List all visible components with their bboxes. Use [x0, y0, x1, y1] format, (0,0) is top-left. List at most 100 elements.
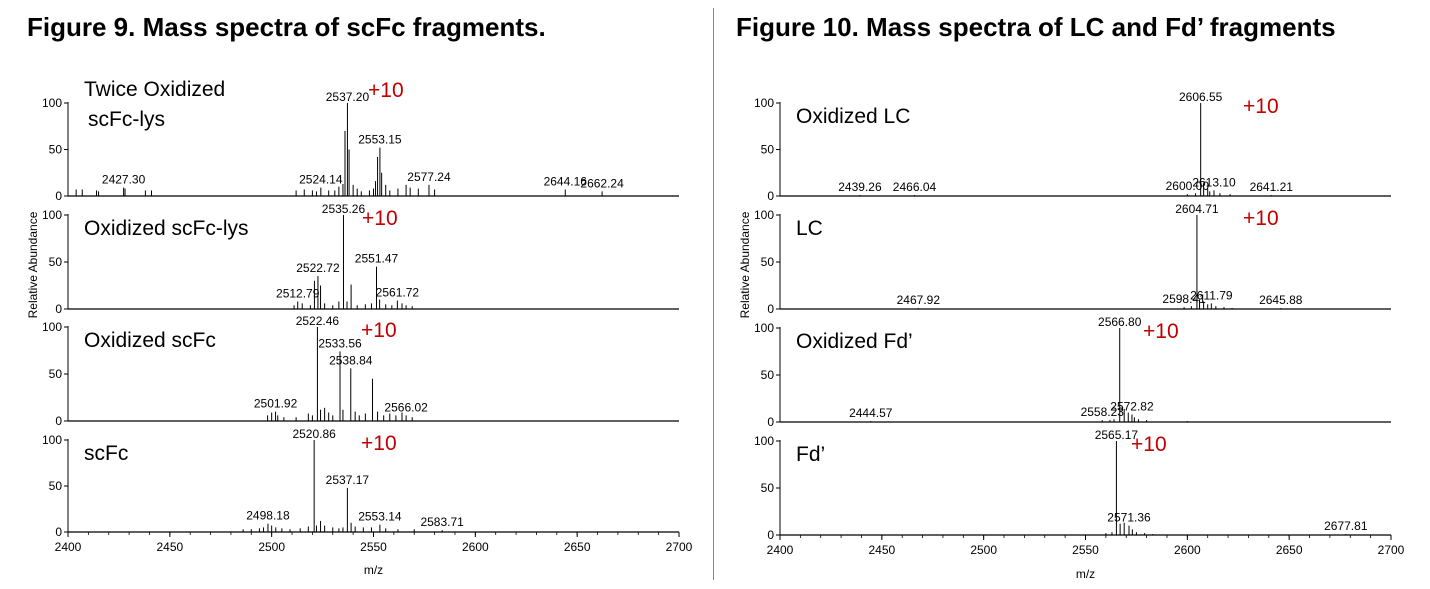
charge-label: +10	[362, 207, 398, 230]
peak-label: 2553.14	[358, 510, 402, 524]
y-axis-label: Relative Abundance	[26, 211, 40, 318]
peak-label: 2611.79	[1190, 288, 1233, 302]
peak-label: 2512.79	[276, 286, 320, 300]
charge-label: +10	[1243, 95, 1279, 118]
x-axis-label: m/z	[364, 563, 383, 577]
y-tick-label: 50	[49, 367, 63, 381]
spectrum-panel: 0 50 100 2512.79 2522.72 2535.26 2551.47 2561.7…	[42, 202, 679, 316]
panel-name: Fd’	[796, 443, 825, 466]
peak-label: 2577.24	[407, 170, 451, 184]
peak-label: 2537.20	[326, 90, 370, 104]
peak-label: 2566.02	[384, 400, 428, 414]
figure-divider	[713, 8, 714, 580]
y-tick-label: 100	[42, 208, 62, 222]
peak-label: 2606.55	[1179, 90, 1223, 104]
peak-label: 2598.41	[1162, 292, 1206, 306]
spectrum-panel: 0 50 100 2439.26 2466.04 2600.00 2606.55 2613.1…	[754, 90, 1391, 203]
y-tick-label: 100	[754, 434, 774, 448]
x-tick-label: 2650	[1276, 543, 1303, 557]
x-tick-label: 2550	[360, 540, 387, 554]
y-tick-label: 0	[55, 414, 62, 428]
peak-label: 2677.81	[1324, 519, 1368, 533]
peak-label: 2644.16	[544, 174, 588, 188]
charge-label: +10	[1143, 320, 1179, 343]
y-tick-label: 0	[767, 528, 774, 542]
y-tick-label: 50	[49, 255, 63, 269]
peak-label: 2566.80	[1098, 315, 1142, 329]
x-tick-label: 2700	[666, 540, 693, 554]
x-axis-label: m/z	[1076, 567, 1095, 581]
charge-label: +10	[368, 79, 404, 102]
panel-name: scFc	[84, 442, 128, 465]
y-tick-label: 0	[55, 302, 62, 316]
peak-label: 2537.17	[326, 473, 370, 487]
charge-label: +10	[361, 319, 397, 342]
peak-label: 2533.56	[318, 336, 362, 350]
y-tick-label: 0	[767, 189, 774, 203]
peak-label: 2467.92	[897, 293, 941, 307]
peak-label: 2571.36	[1107, 511, 1151, 525]
panel-name: LC	[796, 217, 823, 240]
figure-10-title: Figure 10. Mass spectra of LC and Fd’ fr…	[736, 12, 1336, 42]
peak-label: 2444.57	[849, 406, 893, 420]
panel-name: Oxidized scFc-lys	[84, 217, 249, 240]
peak-label: 2522.46	[296, 314, 340, 328]
peak-label: 2583.71	[420, 515, 464, 529]
panel-name: Twice Oxidized	[84, 78, 225, 101]
peak-label: 2558.23	[1081, 405, 1125, 419]
spectrum-panel: 0 50 100 2565.17 2571.36 2677.81 Fd’ +10	[754, 428, 1391, 542]
y-tick-label: 100	[754, 321, 774, 335]
panel-name: Oxidized scFc	[84, 329, 216, 352]
panel-name: Oxidized LC	[796, 105, 910, 128]
spectrum-panel: 0 50 100 2427.30 2524.14 2537.20 2553.15 2577.2…	[42, 78, 679, 203]
x-tick-label: 2450	[156, 540, 183, 554]
peak-label: 2522.72	[296, 261, 340, 275]
x-tick-label: 2500	[258, 540, 285, 554]
panel-name: scFc-lys	[88, 108, 165, 131]
y-tick-label: 50	[761, 368, 775, 382]
peak-label: 2572.82	[1110, 399, 1154, 413]
peak-label: 2520.86	[292, 427, 336, 441]
y-tick-label: 100	[754, 96, 774, 110]
y-tick-label: 100	[754, 208, 774, 222]
peak-label: 2645.88	[1259, 293, 1303, 307]
y-tick-label: 50	[49, 479, 63, 493]
peak-label: 2613.10	[1192, 175, 1236, 189]
peak-label: 2535.26	[322, 202, 366, 216]
peak-label: 2498.18	[246, 509, 290, 523]
y-tick-label: 0	[767, 415, 774, 429]
x-tick-label: 2450	[868, 543, 895, 557]
panel-name: Oxidized Fd’	[796, 330, 913, 353]
x-tick-label: 2600	[462, 540, 489, 554]
peak-label: 2439.26	[838, 180, 882, 194]
y-tick-label: 0	[767, 302, 774, 316]
peak-label: 2524.14	[299, 173, 343, 187]
charge-label: +10	[1131, 433, 1167, 456]
spectrum-panel: 0 50 100 2467.92 2598.41 2604.71 2611.79 2645.8…	[754, 202, 1391, 316]
peak-label: 2604.71	[1175, 202, 1219, 216]
y-tick-label: 0	[55, 525, 62, 539]
peak-label: 2561.72	[376, 286, 420, 300]
peak-label: 2538.84	[329, 353, 373, 367]
x-tick-label: 2500	[970, 543, 997, 557]
charge-label: +10	[361, 432, 397, 455]
peak-label: 2553.15	[358, 133, 402, 147]
y-tick-label: 100	[42, 96, 62, 110]
y-axis-label: Relative Abundance	[738, 211, 752, 318]
peak-label: 2501.92	[254, 397, 298, 411]
y-tick-label: 50	[761, 143, 775, 157]
y-tick-label: 0	[55, 189, 62, 203]
y-tick-label: 50	[761, 255, 775, 269]
y-tick-label: 100	[42, 433, 62, 447]
charge-label: +10	[1243, 207, 1279, 230]
peak-label: 2565.17	[1095, 428, 1139, 442]
peak-label: 2600.00	[1166, 179, 1210, 193]
x-tick-label: 2700	[1378, 543, 1405, 557]
figure-9-title: Figure 9. Mass spectra of scFc fragments…	[27, 12, 546, 42]
x-tick-label: 2550	[1072, 543, 1099, 557]
x-tick-label: 2400	[767, 543, 794, 557]
x-tick-label: 2600	[1174, 543, 1201, 557]
spectrum-panel: 0 50 100 2444.57 2558.23 2566.80 2572.82 Oxidiz…	[754, 315, 1391, 429]
